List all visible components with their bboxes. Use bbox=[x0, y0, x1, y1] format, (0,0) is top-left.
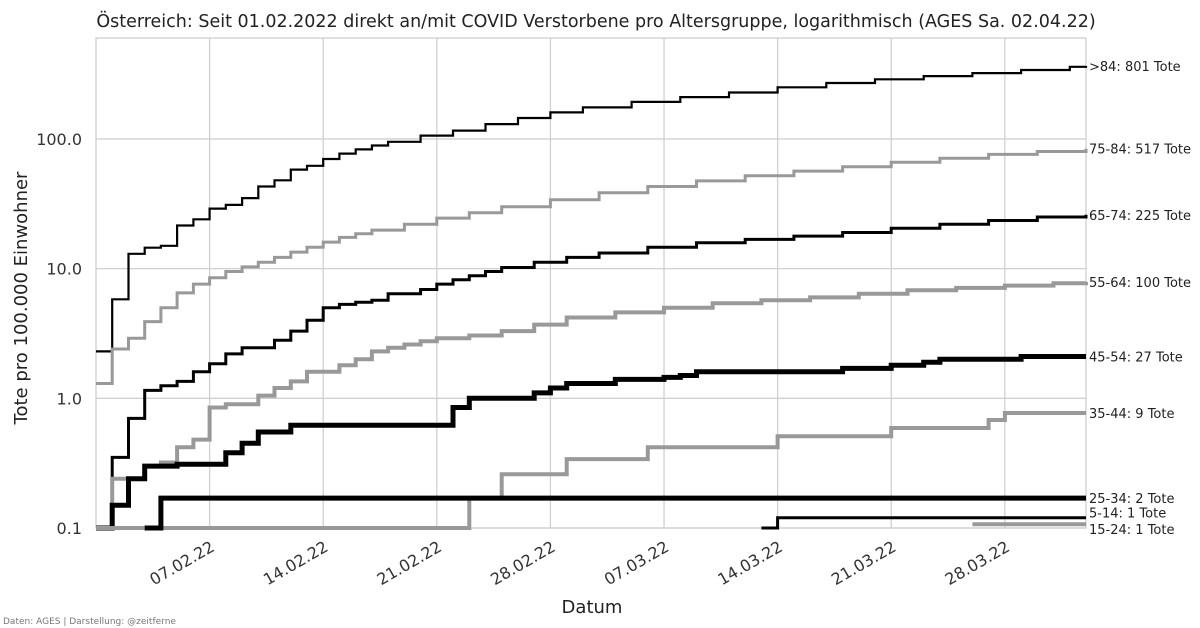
x-tick-label: 14.03.22 bbox=[714, 537, 785, 589]
series-end-label: 5-14: 1 Tote bbox=[1089, 507, 1166, 522]
x-tick-label: 21.03.22 bbox=[828, 537, 899, 589]
x-tick-label: 14.02.22 bbox=[260, 537, 331, 589]
series-line bbox=[96, 354, 1086, 531]
series-line bbox=[761, 516, 1086, 530]
x-axis-title: Datum bbox=[562, 597, 623, 618]
series-line bbox=[96, 411, 1086, 530]
series-end-label: 65-74: 225 Tote bbox=[1089, 209, 1191, 224]
x-tick-label: 07.03.22 bbox=[601, 537, 672, 589]
series-line bbox=[96, 65, 1088, 353]
y-tick-label: 1.0 bbox=[57, 389, 82, 408]
series-end-label: 55-64: 100 Tote bbox=[1089, 276, 1191, 291]
x-tick-label: 07.02.22 bbox=[146, 537, 217, 589]
y-tick-label: 0.1 bbox=[57, 519, 82, 538]
series-end-label: 75-84: 517 Tote bbox=[1089, 143, 1191, 158]
series-line bbox=[144, 495, 1086, 531]
chart-title: Österreich: Seit 01.02.2022 direkt an/mi… bbox=[96, 10, 1095, 32]
series-end-label: 15-24: 1 Tote bbox=[1089, 523, 1174, 538]
series-line bbox=[96, 148, 1088, 385]
y-tick-label: 10.0 bbox=[46, 260, 82, 279]
y-axis-title: Tote pro 100.000 Einwohner bbox=[11, 171, 32, 426]
x-tick-label: 28.03.22 bbox=[942, 537, 1013, 589]
series-end-label: 45-54: 27 Tote bbox=[1089, 351, 1183, 366]
series-line bbox=[96, 281, 1088, 530]
x-tick-label: 28.02.22 bbox=[487, 537, 558, 589]
series-end-label: 25-34: 2 Tote bbox=[1089, 492, 1174, 507]
series-end-label: 35-44: 9 Tote bbox=[1089, 407, 1174, 422]
series-end-label: >84: 801 Tote bbox=[1089, 60, 1181, 75]
y-tick-label: 100.0 bbox=[36, 130, 82, 149]
source-credit: Daten: AGES | Darstellung: @zeitferne bbox=[3, 617, 176, 627]
series-line bbox=[96, 214, 1088, 530]
x-tick-label: 21.02.22 bbox=[374, 537, 445, 589]
